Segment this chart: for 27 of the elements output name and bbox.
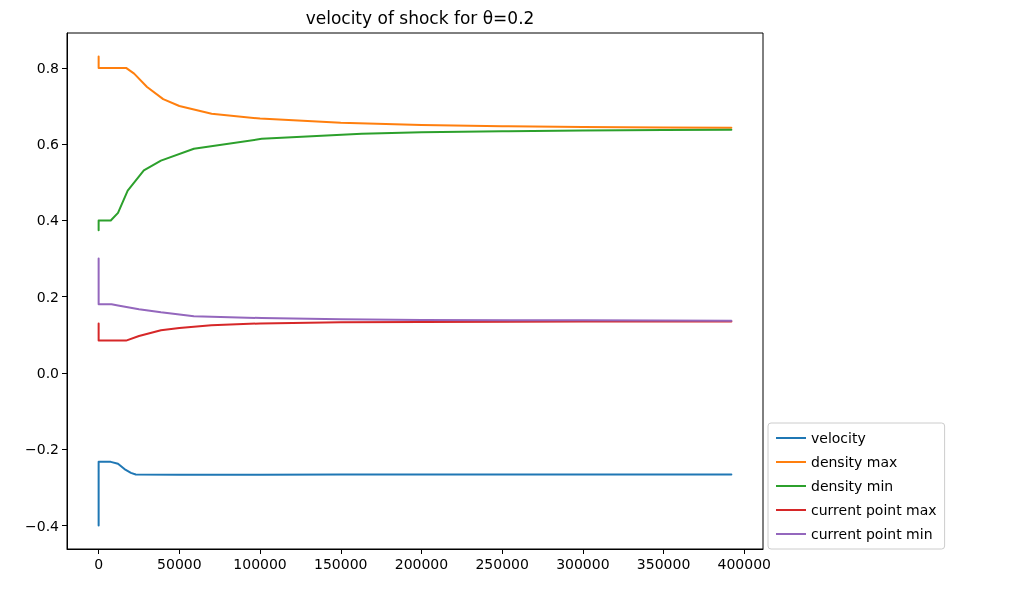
x-tick-label: 250000 <box>475 556 529 572</box>
line-series <box>97 257 733 322</box>
legend-label: velocity <box>811 430 866 446</box>
y-tick-label: −0.2 <box>25 441 59 458</box>
y-tick-label: 0.0 <box>36 365 59 381</box>
legend-label: current point min <box>811 526 933 542</box>
x-tick-label: 350000 <box>636 556 691 572</box>
chart-title: velocity of shock for θ=0.2 <box>305 7 535 28</box>
x-tick-label: 400000 <box>717 556 771 572</box>
line-series <box>97 320 733 342</box>
y-tick-label: 0.6 <box>36 136 60 153</box>
legend-label: current point max <box>811 502 937 518</box>
y-tick-label: 0.2 <box>36 288 59 305</box>
line-series <box>97 55 733 129</box>
line-series <box>97 460 733 527</box>
y-tick-label: −0.4 <box>25 517 60 534</box>
x-tick-label: 150000 <box>314 556 368 572</box>
y-tick-label: 0.4 <box>36 212 60 229</box>
x-tick-label: 50000 <box>157 556 202 572</box>
legend-label: density max <box>811 454 898 470</box>
x-tick-label: 200000 <box>394 556 449 572</box>
line-series <box>97 128 733 232</box>
y-tick-label: 0.8 <box>36 59 59 76</box>
x-tick-label: 300000 <box>556 556 610 572</box>
x-tick-label: 100000 <box>233 556 287 572</box>
x-tick-label: 0 <box>94 556 104 572</box>
legend-label: density min <box>811 478 894 494</box>
